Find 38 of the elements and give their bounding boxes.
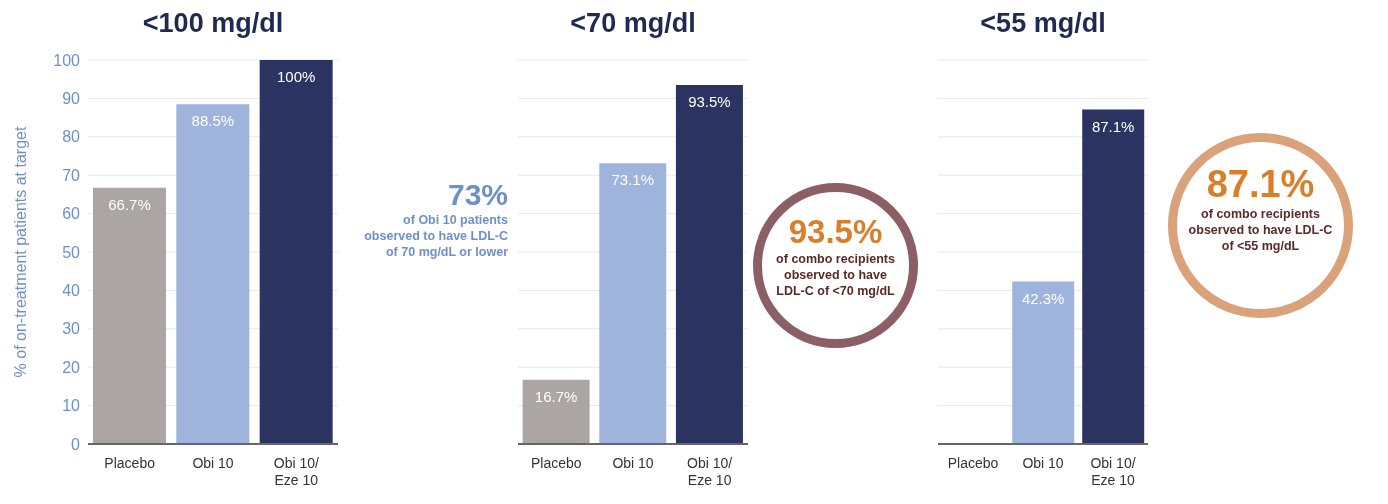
x-tick-label: Obi 10/Eze 10 bbox=[1090, 455, 1136, 488]
data-label: 93.5% bbox=[688, 92, 731, 110]
y-tick-label: 10 bbox=[62, 397, 81, 415]
chart-title: <70 mg/dl bbox=[569, 8, 697, 40]
bar bbox=[93, 187, 166, 444]
x-tick-label: Placebo bbox=[947, 455, 999, 471]
chart-title: <100 mg/dl bbox=[141, 8, 285, 40]
chart-title: <55 mg/dl bbox=[979, 8, 1107, 40]
text: 73% of Obi 10 patients observed to have LDL-C of 70 mg/dL or lower bbox=[363, 178, 508, 260]
y-tick-label: 30 bbox=[62, 320, 81, 338]
data-label: 42.3% bbox=[1021, 289, 1065, 307]
x-tick-label: Obi 10 bbox=[192, 455, 234, 471]
bar bbox=[259, 60, 333, 444]
y-tick-label: 0 bbox=[71, 435, 81, 453]
x-tick-label: Placebo bbox=[531, 455, 582, 471]
y-tick-label: 20 bbox=[62, 358, 81, 376]
y-tick-label: 80 bbox=[62, 128, 81, 146]
data-label: 88.5% bbox=[191, 112, 235, 130]
data-label: 16.7% bbox=[534, 387, 578, 405]
y-tick-label: 100 bbox=[53, 51, 81, 69]
x-tick-label: Placebo bbox=[104, 455, 156, 471]
text: 93.5% of combo recipients observed to have LDL-C of <70 mg/dL bbox=[775, 213, 896, 299]
x-tick-label: Obi 10 bbox=[612, 455, 654, 471]
y-tick-label: 50 bbox=[62, 243, 81, 261]
y-tick-label: 90 bbox=[62, 90, 81, 108]
data-label: 87.1% bbox=[1091, 117, 1135, 135]
x-tick-label: Obi 10/Eze 10 bbox=[687, 455, 733, 488]
y-tick-label: 40 bbox=[62, 282, 81, 300]
bar bbox=[176, 104, 250, 444]
y-tick-label: 60 bbox=[62, 205, 81, 223]
text: 87.1% of combo recipients observed to have LDL-C of <55 mg/dL bbox=[1187, 163, 1334, 254]
y-axis-title: % of on-treatment patients at target bbox=[12, 126, 30, 378]
data-label: 73.1% bbox=[611, 171, 655, 189]
x-tick-label: Obi 10/Eze 10 bbox=[273, 455, 320, 488]
data-label: 66.7% bbox=[108, 195, 151, 213]
y-tick-label: 70 bbox=[62, 166, 81, 184]
data-label: 100% bbox=[276, 68, 316, 85]
x-tick-label: Obi 10 bbox=[1022, 455, 1064, 471]
